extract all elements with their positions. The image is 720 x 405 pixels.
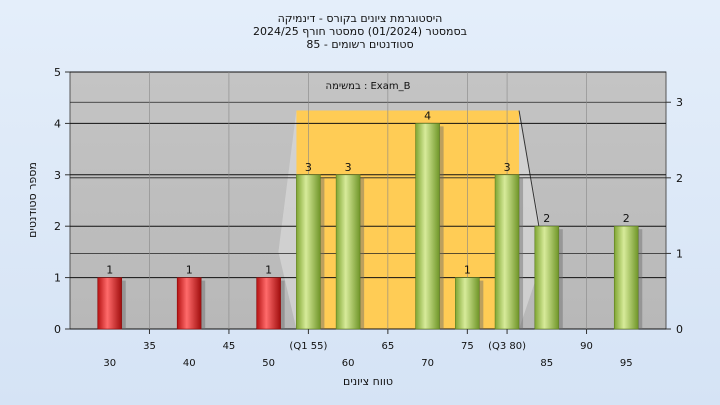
bar-shadow [439,126,444,330]
x-tick-label-upper: 75 [461,341,474,352]
chart-title-line-3: סטודנטים רשומים - 85 [306,38,413,51]
bar-shadow [558,229,563,329]
x-tick-label-lower: 50 [262,358,275,369]
y-axis-title: מספר סטודנטים [26,162,39,238]
x-tick-label-lower: 40 [183,358,196,369]
y2-tick-label: 3 [676,96,683,109]
bar-value-label: 3 [345,161,352,174]
bar-shadow [121,280,126,329]
bar-layer [97,123,643,330]
bar [415,123,440,330]
chart-title-line-1: היסטוגרמת ציונים בקורס - דינמיקה [278,12,443,25]
bar-value-label: 3 [305,161,312,174]
y-tick-label: 1 [54,272,61,285]
bar-value-label: 1 [464,264,471,277]
bar-shadow [280,280,285,329]
bar-shadow [638,229,643,329]
y2-tick-label: 2 [676,172,683,185]
x-tick-label-lower: 85 [540,358,553,369]
x-tick-label-lower: 30 [103,358,116,369]
iqr-right-wedge [519,110,546,329]
bar [296,174,321,330]
iqr-left-wedge [278,110,297,329]
bar-value-label: 1 [186,264,193,277]
bar-shadow [519,177,524,329]
x-tick-label-upper: (Q3 80) [488,341,526,352]
x-tick-label-upper: 65 [381,341,394,352]
bar-value-label: 1 [106,264,113,277]
y-tick-label: 3 [54,169,61,182]
y2-tick-label: 1 [676,247,683,260]
bar-value-label: 3 [504,161,511,174]
bar-value-label: 1 [265,264,272,277]
bar [534,225,560,330]
x-tick-label-lower: 70 [421,358,434,369]
x-tick-label-upper: (Q1 55) [289,341,327,352]
y-tick-label: 2 [54,220,61,233]
bar [335,174,361,330]
y-tick-label: 4 [54,117,61,130]
y-tick-label: 0 [54,323,61,336]
x-tick-label-lower: 95 [620,358,633,369]
bar-value-label: 2 [543,212,550,225]
x-tick-label-upper: 90 [580,341,593,352]
bar [455,277,480,330]
bar [97,277,123,330]
bar-shadow [479,280,484,329]
y-tick-label: 5 [54,66,61,79]
bar-label-layer: 1 1 1 3 3 4 1 3 2 2 [106,109,630,276]
x-tick-label-upper: 45 [223,341,236,352]
bar-shadow [320,177,325,329]
bar [613,225,639,330]
bar [176,277,202,330]
bar-value-label: 4 [424,109,431,122]
x-tick-label-upper: 35 [143,341,156,352]
chart-title-line-2: בסמסטר (01/2024) סמסטר חורף 2024/25 [253,25,467,38]
bar-value-label: 2 [623,212,630,225]
y2-tick-label: 0 [676,323,683,336]
bar-shadow [201,280,206,329]
bar-shadow [360,177,365,329]
chart-annotation: במשימה : Exam_B [326,81,411,92]
x-tick-label-lower: 60 [342,358,355,369]
iqr-band [296,110,520,329]
x-axis-title: טווח ציונים [343,375,393,388]
bar [494,174,520,330]
bar [256,277,281,330]
